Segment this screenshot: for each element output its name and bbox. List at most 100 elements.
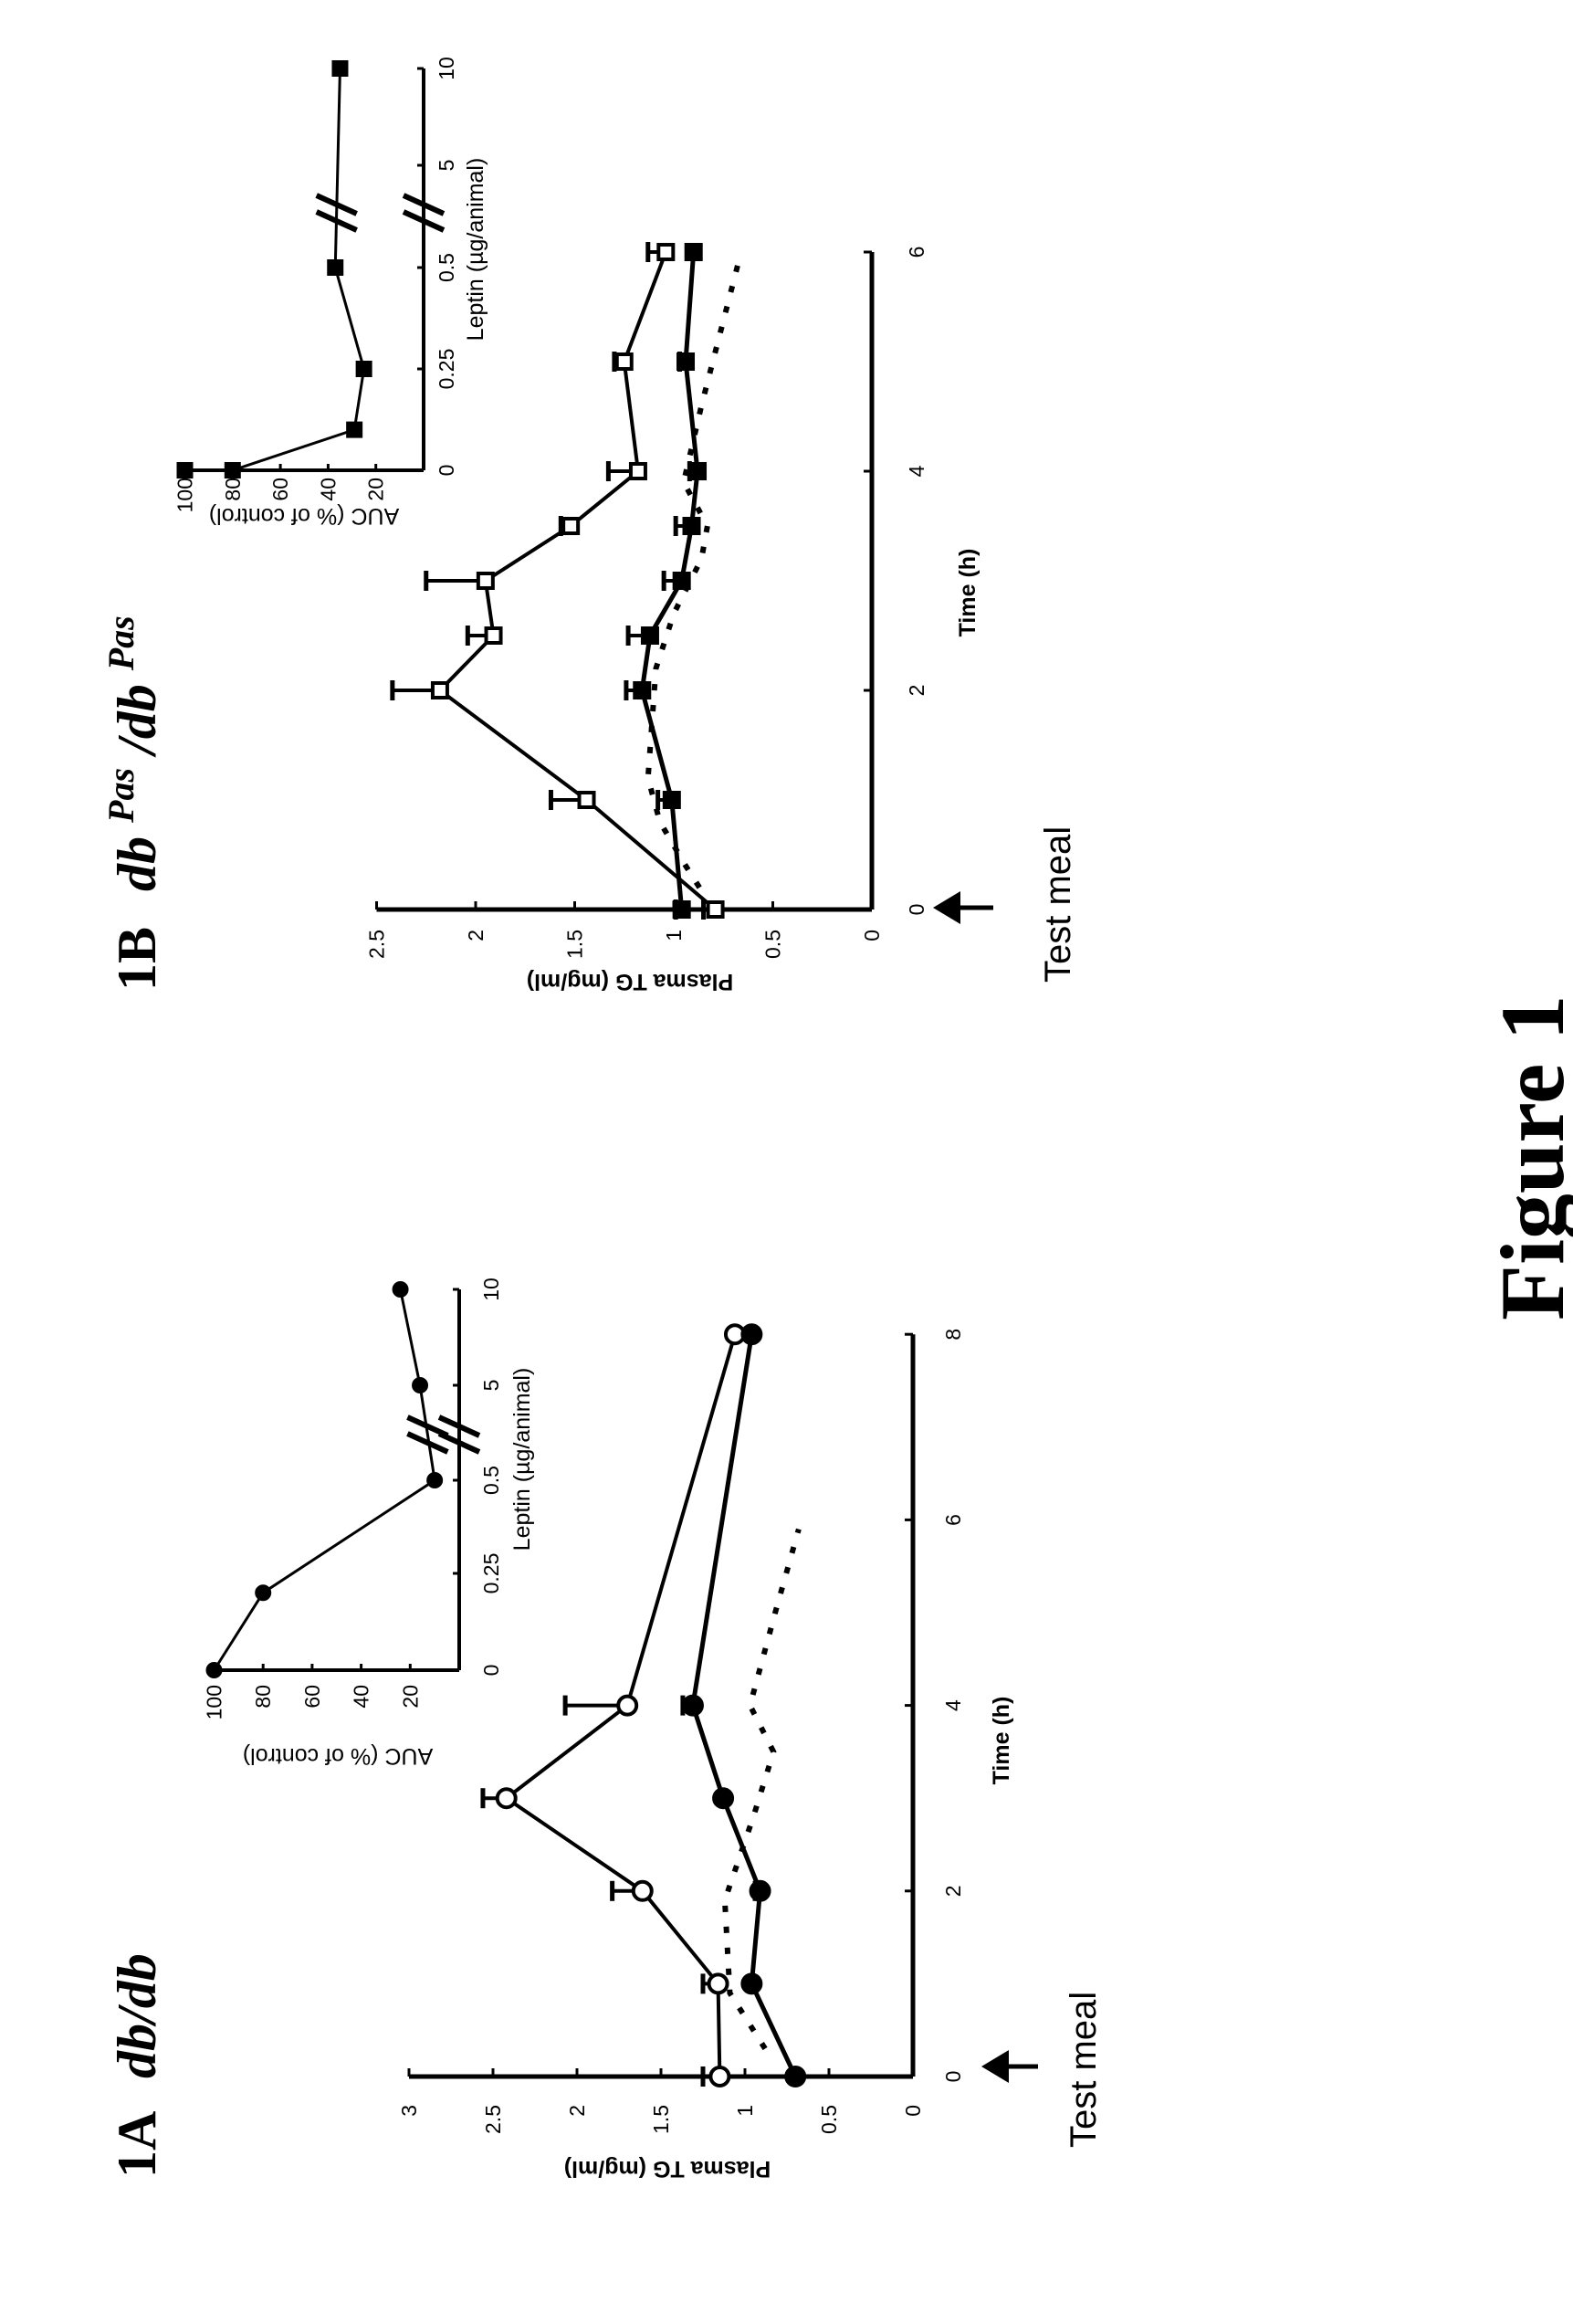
y-tick-label: 2.5	[365, 930, 389, 959]
x-tick-label: 0	[941, 2071, 965, 2083]
inset-x-tick-label: 0.25	[435, 349, 458, 390]
panel-genotype-1b-base: db	[107, 836, 167, 891]
y-tick-label: 2	[565, 2105, 589, 2117]
inset-series-line	[215, 1289, 435, 1670]
inset-y-tick-label: 40	[350, 1685, 373, 1709]
inset-data-point	[333, 62, 346, 75]
inset-y-tick-label: 80	[221, 478, 245, 501]
inset-data-point	[226, 464, 239, 477]
inset-x-tick-label: 10	[479, 1278, 503, 1301]
test-meal-arrow-icon-1a	[981, 2050, 1038, 2083]
inset-chart-1a: 00.250.551020406080100	[203, 1278, 504, 1719]
x-tick-label: 4	[905, 465, 928, 477]
inset-data-point	[428, 1474, 441, 1487]
data-point-filled-circle	[742, 1325, 760, 1343]
test-meal-label-1a: Test meal	[1064, 1992, 1104, 2148]
data-point-filled-square	[690, 464, 705, 478]
data-point-open-square	[563, 519, 578, 533]
x-tick-label: 0	[905, 904, 928, 916]
plots-layer: 0246800.511.522.5300.250.551020406080100…	[173, 57, 966, 2134]
inset-data-point	[208, 1664, 221, 1677]
x-tick-label: 8	[941, 1329, 965, 1341]
inset-y-tick-label: 60	[300, 1685, 324, 1709]
inset-x-tick-label: 0	[479, 1665, 503, 1677]
figure-title: Figure 1	[1482, 995, 1573, 1320]
y-tick-label: 0.5	[761, 930, 785, 959]
y-tick-label: 1.5	[649, 2105, 673, 2134]
data-point-open-square	[580, 793, 594, 807]
inset-data-point	[394, 1283, 407, 1296]
y-tick-label: 1.5	[563, 930, 587, 959]
panel-genotype-1b-sup2: Pas	[100, 615, 142, 671]
panel-title-1b: 1B db Pas /db Pas	[85, 615, 167, 991]
inset-y-tick-label: 100	[203, 1685, 226, 1719]
inset-chart-1b: 0 0.25 0.5 5 10 20 40 60 80 100	[173, 57, 459, 512]
y-tick-label: 2.5	[481, 2105, 505, 2134]
inset-data-point	[179, 464, 192, 477]
data-point-filled-square	[678, 354, 693, 369]
data-point-open-square	[708, 902, 723, 917]
panel-title-1a: 1A db/db	[107, 1953, 167, 2178]
data-point-filled-square	[687, 245, 701, 259]
y-tick-label: 3	[397, 2105, 421, 2117]
y-tick-label: 0	[901, 2105, 925, 2117]
y-tick-label: 1	[662, 930, 686, 941]
inset-data-point	[348, 424, 361, 436]
test-meal-label-1b: Test meal	[1038, 826, 1078, 983]
y-axis-label-1b: Plasma TG (mg/ml)	[527, 969, 733, 994]
data-point-open-square	[487, 628, 501, 643]
x-tick-label: 6	[905, 247, 928, 258]
inset-data-point	[257, 1586, 269, 1599]
inset-y-axis-label-1a: AUC (% of control)	[243, 1743, 433, 1769]
inset-x-tick-label: 0.5	[435, 253, 458, 282]
data-point-open-circle	[498, 1789, 516, 1807]
inset-data-point	[358, 363, 371, 375]
inset-x-tick-label: 0.25	[479, 1553, 503, 1594]
data-point-open-circle	[709, 1974, 728, 1993]
inset-y-tick-label: 80	[251, 1685, 275, 1709]
chart-1a: 0246800.511.522.53	[397, 1325, 965, 2134]
data-point-filled-circle	[751, 1882, 770, 1900]
data-point-filled-circle	[742, 1974, 760, 1993]
data-point-filled-square	[634, 683, 649, 698]
inset-y-axis-label-1b: AUC (% of control)	[209, 503, 399, 529]
data-point-filled-square	[685, 519, 699, 533]
inset-y-tick-label: 40	[316, 478, 340, 501]
data-point-open-square	[658, 245, 673, 259]
y-tick-label: 0.5	[817, 2105, 841, 2134]
data-point-open-circle	[634, 1882, 652, 1900]
test-meal-arrow-icon-1b	[933, 891, 993, 924]
inset-x-axis-label-1b: Leptin (µg/animal)	[463, 158, 488, 342]
data-point-filled-circle	[684, 1697, 702, 1715]
y-axis-label-1a: Plasma TG (mg/ml)	[564, 2156, 771, 2182]
y-tick-label: 2	[464, 930, 488, 941]
inset-x-tick-label: 5	[479, 1380, 503, 1392]
data-point-filled-circle	[714, 1789, 732, 1807]
inset-x-tick-label: 5	[435, 160, 458, 172]
inset-x-axis-label-1a: Leptin (µg/animal)	[509, 1368, 535, 1551]
data-point-open-square	[433, 683, 447, 698]
x-axis-label-1a: Time (h)	[989, 1697, 1014, 1785]
inset-data-point	[414, 1379, 426, 1392]
x-axis-label-1b: Time (h)	[955, 549, 981, 637]
data-point-filled-square	[675, 573, 689, 588]
data-point-open-circle	[710, 2067, 729, 2086]
inset-y-tick-label: 60	[268, 478, 292, 501]
data-point-open-circle	[618, 1697, 636, 1715]
series-dashed-line-1a	[725, 1530, 799, 2049]
panel-genotype-1b-base2: /db	[107, 684, 167, 758]
panel-genotype-1a: db/db	[107, 1953, 167, 2078]
series-dashed-line-1b	[648, 252, 741, 888]
y-tick-label: 0	[860, 930, 884, 941]
inset-x-tick-label: 10	[435, 57, 458, 80]
x-tick-label: 4	[941, 1699, 965, 1711]
panel-genotype-1b-sup: Pas	[100, 768, 142, 824]
inset-x-tick-label: 0	[435, 465, 458, 477]
inset-y-tick-label: 20	[364, 478, 388, 501]
data-point-open-square	[617, 354, 632, 369]
data-point-open-square	[478, 573, 493, 588]
inset-x-tick-label: 0.5	[479, 1466, 503, 1495]
data-point-filled-square	[643, 628, 657, 643]
inset-y-tick-label: 100	[173, 478, 197, 512]
